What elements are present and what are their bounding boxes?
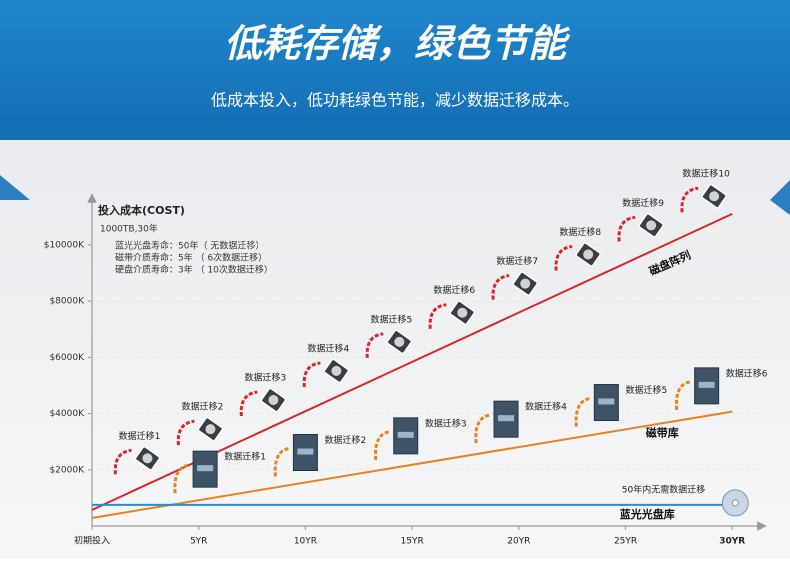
migration-label: 数据迁移9 (622, 197, 664, 209)
disk-icon (323, 358, 350, 384)
disk-platter (331, 365, 342, 376)
disk-platter (583, 249, 594, 260)
migration-label: 数据迁移4 (525, 401, 567, 413)
migration-label: 数据迁移2 (325, 434, 367, 446)
migration-arrow (617, 215, 636, 242)
migration-label: 数据迁移2 (182, 401, 224, 413)
y-tick-label: $10000K (44, 240, 85, 250)
disk-icon (701, 183, 727, 209)
disk-icon (638, 213, 664, 238)
disk-platter (394, 336, 405, 347)
migration-arrow (491, 274, 510, 300)
disk-platter (520, 278, 531, 289)
disk-icon (134, 446, 161, 471)
disk-icon (260, 387, 287, 413)
disc-icon (731, 499, 739, 507)
tape-label (698, 381, 715, 388)
migration-arrow (302, 361, 321, 388)
disk-platter (709, 191, 720, 202)
x-tick-label: 15YR (401, 537, 424, 547)
migration-label: 数据迁移5 (370, 313, 412, 325)
migration-label: 数据迁移6 (726, 367, 768, 379)
series-label: 蓝光光盘库 (620, 507, 675, 521)
migration-label: 数据迁移4 (307, 342, 349, 354)
x-tick-label: 5YR (190, 537, 207, 547)
migration-arrow (365, 332, 384, 358)
migration-label: 数据迁移5 (625, 384, 667, 396)
disk-icon (386, 329, 413, 355)
migration-arrow (674, 380, 691, 410)
x-tick-label: 25YR (614, 537, 637, 547)
optical-note: 50年内无需数据迁移 (622, 483, 705, 495)
tape-label (598, 398, 615, 405)
y-tick-label: $4000K (49, 409, 85, 419)
disk-platter (268, 395, 279, 406)
x-tick-label: 30YR (719, 537, 745, 547)
migration-arrow (113, 448, 132, 475)
subtitle: 低成本投入，低功耗绿色节能，减少数据迁移成本。 (211, 91, 579, 110)
y-tick-label: $6000K (49, 353, 85, 363)
migration-arrow (176, 419, 195, 446)
x-tick-label: 10YR (294, 537, 317, 547)
migration-label: 数据迁移3 (425, 417, 467, 429)
disk-icon (512, 271, 538, 296)
tape-label (498, 415, 515, 422)
migration-label: 数据迁移7 (496, 255, 538, 267)
migration-label: 数据迁移10 (682, 168, 730, 180)
disk-platter (457, 307, 468, 318)
title: 低耗存储，绿色节能 (224, 22, 571, 66)
tape-label (297, 448, 314, 455)
migration-label: 数据迁移8 (559, 226, 601, 238)
series-label: 磁带库 (646, 426, 679, 440)
migration-label: 数据迁移1 (224, 451, 266, 463)
disk-platter (142, 453, 153, 464)
migration-label: 数据迁移6 (433, 284, 475, 296)
series-line (91, 410, 733, 519)
migration-label: 数据迁移3 (245, 372, 287, 384)
tape-label (397, 431, 414, 438)
legend-note: 蓝光光盘寿命：50年（ 无数据迁移） (115, 240, 264, 252)
migration-arrow (374, 430, 391, 460)
x-tick-label: 初期投入 (74, 535, 110, 547)
disk-icon (575, 242, 601, 267)
migration-arrow (574, 397, 591, 427)
note: 1000TB,30年 (100, 223, 158, 235)
y-tick-label: $2000K (49, 465, 85, 475)
header (0, 0, 790, 140)
x-tick-label: 20YR (507, 537, 530, 547)
migration-arrow (554, 244, 573, 271)
decor (770, 180, 790, 215)
background (0, 140, 790, 559)
migration-arrow (239, 390, 258, 417)
migration-arrow (273, 447, 290, 477)
legend-note: 磁带介质寿命：5年 （ 6次数据迁移） (115, 252, 267, 264)
legend-note: 硬盘介质寿命：3年 （ 10次数据迁移） (115, 264, 273, 276)
disk-platter (646, 220, 657, 231)
disk-icon (449, 300, 476, 325)
y-tick-label: $8000K (49, 297, 85, 307)
migration-arrow (680, 186, 699, 213)
tape-label (197, 465, 214, 472)
migration-arrow (474, 413, 491, 444)
y-axis-title: 投入成本(COST) (98, 203, 185, 217)
migration-arrow (173, 463, 190, 494)
decor (0, 175, 30, 200)
disk-icon (197, 416, 224, 442)
migration-arrow (428, 303, 447, 329)
disk-platter (205, 424, 216, 435)
migration-label: 数据迁移1 (119, 430, 161, 442)
